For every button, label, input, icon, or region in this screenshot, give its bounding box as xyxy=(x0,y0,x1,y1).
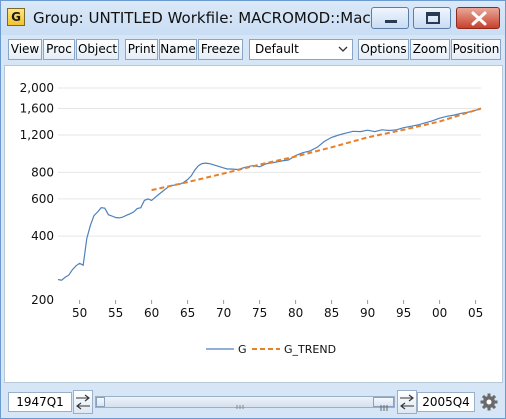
y-tick-label: 600 xyxy=(31,192,54,206)
x-tick-label: 75 xyxy=(252,306,267,320)
sample-end-date[interactable]: 2005Q4 xyxy=(417,392,475,412)
object-toolbar: View Proc Object Print Name Freeze Defau… xyxy=(1,37,505,63)
y-tick-label: 1,200 xyxy=(20,128,54,142)
legend-label: G_TREND xyxy=(284,343,336,356)
view-button[interactable]: View xyxy=(8,39,42,60)
x-tick-label: 90 xyxy=(360,306,375,320)
maximize-button[interactable] xyxy=(413,7,451,29)
maximize-icon xyxy=(426,12,440,24)
object-button[interactable]: Object xyxy=(76,39,119,60)
chevron-down-icon xyxy=(338,46,348,52)
name-button[interactable]: Name xyxy=(159,39,197,60)
window-title: Group: UNTITLED Workfile: MACROMOD::Macr… xyxy=(33,9,400,27)
minimize-button[interactable] xyxy=(371,7,409,29)
chart-area[interactable]: 200 400 600 800 1,200 1,600 2,000 50 55 60 65 70 75 8… xyxy=(4,65,503,383)
sample-range-thumb[interactable] xyxy=(105,397,373,409)
y-tick-label: 200 xyxy=(31,293,54,307)
y-tick-label: 2,000 xyxy=(20,81,54,95)
x-tick-label: 80 xyxy=(288,306,303,320)
sample-range-bar: 1947Q1 2005Q4 xyxy=(1,386,505,418)
sample-range-track[interactable] xyxy=(95,396,395,411)
zoom-button[interactable]: Zoom xyxy=(410,39,450,60)
view-select-value: Default xyxy=(255,42,299,56)
x-tick-label: 95 xyxy=(396,306,411,320)
freeze-button[interactable]: Freeze xyxy=(198,39,243,60)
gear-icon[interactable] xyxy=(479,392,499,412)
proc-button[interactable]: Proc xyxy=(43,39,75,60)
sample-start-date[interactable]: 1947Q1 xyxy=(8,392,72,412)
legend-label: G xyxy=(238,343,247,356)
x-tick-label: 55 xyxy=(108,306,123,320)
sample-start-handle[interactable] xyxy=(96,397,105,407)
position-button[interactable]: Position xyxy=(451,39,501,60)
grip-icon xyxy=(380,405,388,411)
x-tick-label: 60 xyxy=(144,306,159,320)
close-icon xyxy=(471,11,487,26)
x-tick-label: 85 xyxy=(324,306,339,320)
x-tick-label: 50 xyxy=(72,306,87,320)
print-button[interactable]: Print xyxy=(125,39,158,60)
sample-end-handle[interactable] xyxy=(373,397,394,411)
x-tick-label: 00 xyxy=(432,306,447,320)
double-arrow-icon xyxy=(400,394,414,410)
minimize-icon xyxy=(385,20,397,23)
series-line-g xyxy=(57,107,482,281)
y-tick-label: 1,600 xyxy=(20,102,54,116)
title-bar[interactable]: G Group: UNTITLED Workfile: MACROMOD::Ma… xyxy=(1,1,505,35)
double-arrow-icon xyxy=(76,394,90,410)
y-tick-label: 400 xyxy=(31,229,54,243)
x-tick-label: 65 xyxy=(180,306,195,320)
x-tick-label: 70 xyxy=(216,306,231,320)
close-button[interactable] xyxy=(456,7,500,29)
group-object-icon: G xyxy=(7,8,25,26)
x-tick-label: 05 xyxy=(468,306,483,320)
y-tick-label: 800 xyxy=(31,165,54,179)
sample-end-arrows-button[interactable] xyxy=(397,390,417,414)
options-button[interactable]: Options xyxy=(358,39,409,60)
line-chart: 200 400 600 800 1,200 1,600 2,000 50 55 60 65 70 75 8… xyxy=(20,81,484,356)
grip-icon xyxy=(236,405,244,409)
sample-start-arrows-button[interactable] xyxy=(73,390,93,414)
view-select[interactable]: Default xyxy=(249,39,353,60)
